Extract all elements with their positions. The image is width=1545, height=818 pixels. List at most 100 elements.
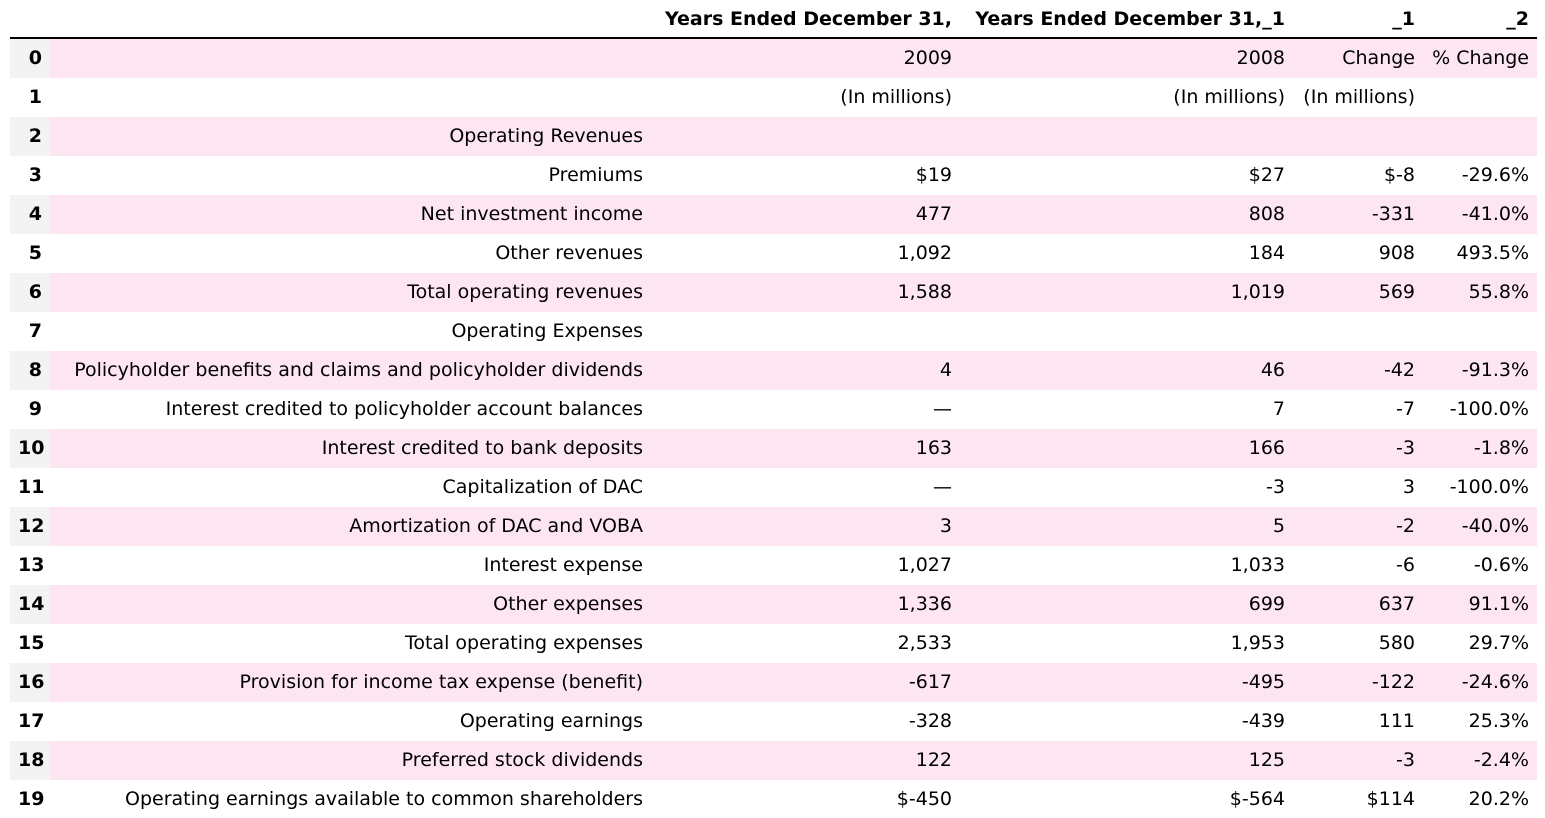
row-index: 8	[10, 351, 50, 390]
cell-2008	[960, 117, 1293, 156]
cell-2008: 7	[960, 390, 1293, 429]
cell-change: -122	[1293, 663, 1423, 702]
cell-2009	[651, 312, 960, 351]
row-label: Total operating revenues	[50, 273, 651, 312]
cell-pct-change: -0.6%	[1423, 546, 1537, 585]
row-index: 9	[10, 390, 50, 429]
row-index: 11	[10, 468, 50, 507]
cell-change	[1293, 117, 1423, 156]
row-label: Operating earnings	[50, 702, 651, 741]
row-label: Other revenues	[50, 234, 651, 273]
row-index: 14	[10, 585, 50, 624]
header-label	[50, 0, 651, 38]
cell-pct-change: -29.6%	[1423, 156, 1537, 195]
cell-2008: 2008	[960, 38, 1293, 78]
row-index: 13	[10, 546, 50, 585]
row-label: Capitalization of DAC	[50, 468, 651, 507]
cell-2008: 125	[960, 741, 1293, 780]
cell-pct-change: -91.3%	[1423, 351, 1537, 390]
cell-pct-change: -1.8%	[1423, 429, 1537, 468]
row-label: Provision for income tax expense (benefi…	[50, 663, 651, 702]
cell-pct-change: -24.6%	[1423, 663, 1537, 702]
row-index: 2	[10, 117, 50, 156]
cell-2009: 122	[651, 741, 960, 780]
cell-2008: 46	[960, 351, 1293, 390]
cell-change: 569	[1293, 273, 1423, 312]
row-label: Operating Revenues	[50, 117, 651, 156]
header-years-ended-2008: Years Ended December 31,_1	[960, 0, 1293, 38]
cell-2009: $19	[651, 156, 960, 195]
cell-pct-change: 20.2%	[1423, 780, 1537, 818]
cell-2008: 699	[960, 585, 1293, 624]
cell-2008: -439	[960, 702, 1293, 741]
row-index: 18	[10, 741, 50, 780]
cell-2008: 166	[960, 429, 1293, 468]
row-label: Interest credited to bank deposits	[50, 429, 651, 468]
row-label: Amortization of DAC and VOBA	[50, 507, 651, 546]
cell-2009: 163	[651, 429, 960, 468]
cell-change: -3	[1293, 429, 1423, 468]
cell-change: $114	[1293, 780, 1423, 818]
cell-change: -2	[1293, 507, 1423, 546]
cell-pct-change: -2.4%	[1423, 741, 1537, 780]
cell-2008: 184	[960, 234, 1293, 273]
cell-pct-change: -40.0%	[1423, 507, 1537, 546]
row-label: Premiums	[50, 156, 651, 195]
cell-2008: -495	[960, 663, 1293, 702]
cell-2009: -617	[651, 663, 960, 702]
cell-2008: $-564	[960, 780, 1293, 818]
cell-change: (In millions)	[1293, 78, 1423, 117]
row-label: Interest expense	[50, 546, 651, 585]
cell-change: -42	[1293, 351, 1423, 390]
table-row: 1(In millions)(In millions)(In millions)	[10, 78, 1537, 117]
cell-change: -331	[1293, 195, 1423, 234]
cell-change: 580	[1293, 624, 1423, 663]
cell-change: 111	[1293, 702, 1423, 741]
cell-2008: -3	[960, 468, 1293, 507]
row-index: 7	[10, 312, 50, 351]
cell-2009: —	[651, 468, 960, 507]
row-index: 5	[10, 234, 50, 273]
cell-pct-change: 55.8%	[1423, 273, 1537, 312]
cell-2008	[960, 312, 1293, 351]
cell-2009: 2,533	[651, 624, 960, 663]
header-row: Years Ended December 31, Years Ended Dec…	[10, 0, 1537, 38]
cell-2009: 4	[651, 351, 960, 390]
table-header: Years Ended December 31, Years Ended Dec…	[10, 0, 1537, 38]
cell-2009	[651, 117, 960, 156]
row-index: 1	[10, 78, 50, 117]
row-index: 3	[10, 156, 50, 195]
row-index: 12	[10, 507, 50, 546]
cell-2009: 1,027	[651, 546, 960, 585]
cell-2008: $27	[960, 156, 1293, 195]
header-change: _1	[1293, 0, 1423, 38]
cell-pct-change: 91.1%	[1423, 585, 1537, 624]
row-label: Interest credited to policyholder accoun…	[50, 390, 651, 429]
row-label	[50, 38, 651, 78]
cell-pct-change: 25.3%	[1423, 702, 1537, 741]
row-label: Total operating expenses	[50, 624, 651, 663]
cell-change	[1293, 312, 1423, 351]
row-index: 10	[10, 429, 50, 468]
cell-2009: 2009	[651, 38, 960, 78]
cell-2009: 3	[651, 507, 960, 546]
cell-change: -3	[1293, 741, 1423, 780]
cell-pct-change: -100.0%	[1423, 468, 1537, 507]
row-label: Operating earnings available to common s…	[50, 780, 651, 818]
cell-2009: $-450	[651, 780, 960, 818]
cell-pct-change	[1423, 117, 1537, 156]
